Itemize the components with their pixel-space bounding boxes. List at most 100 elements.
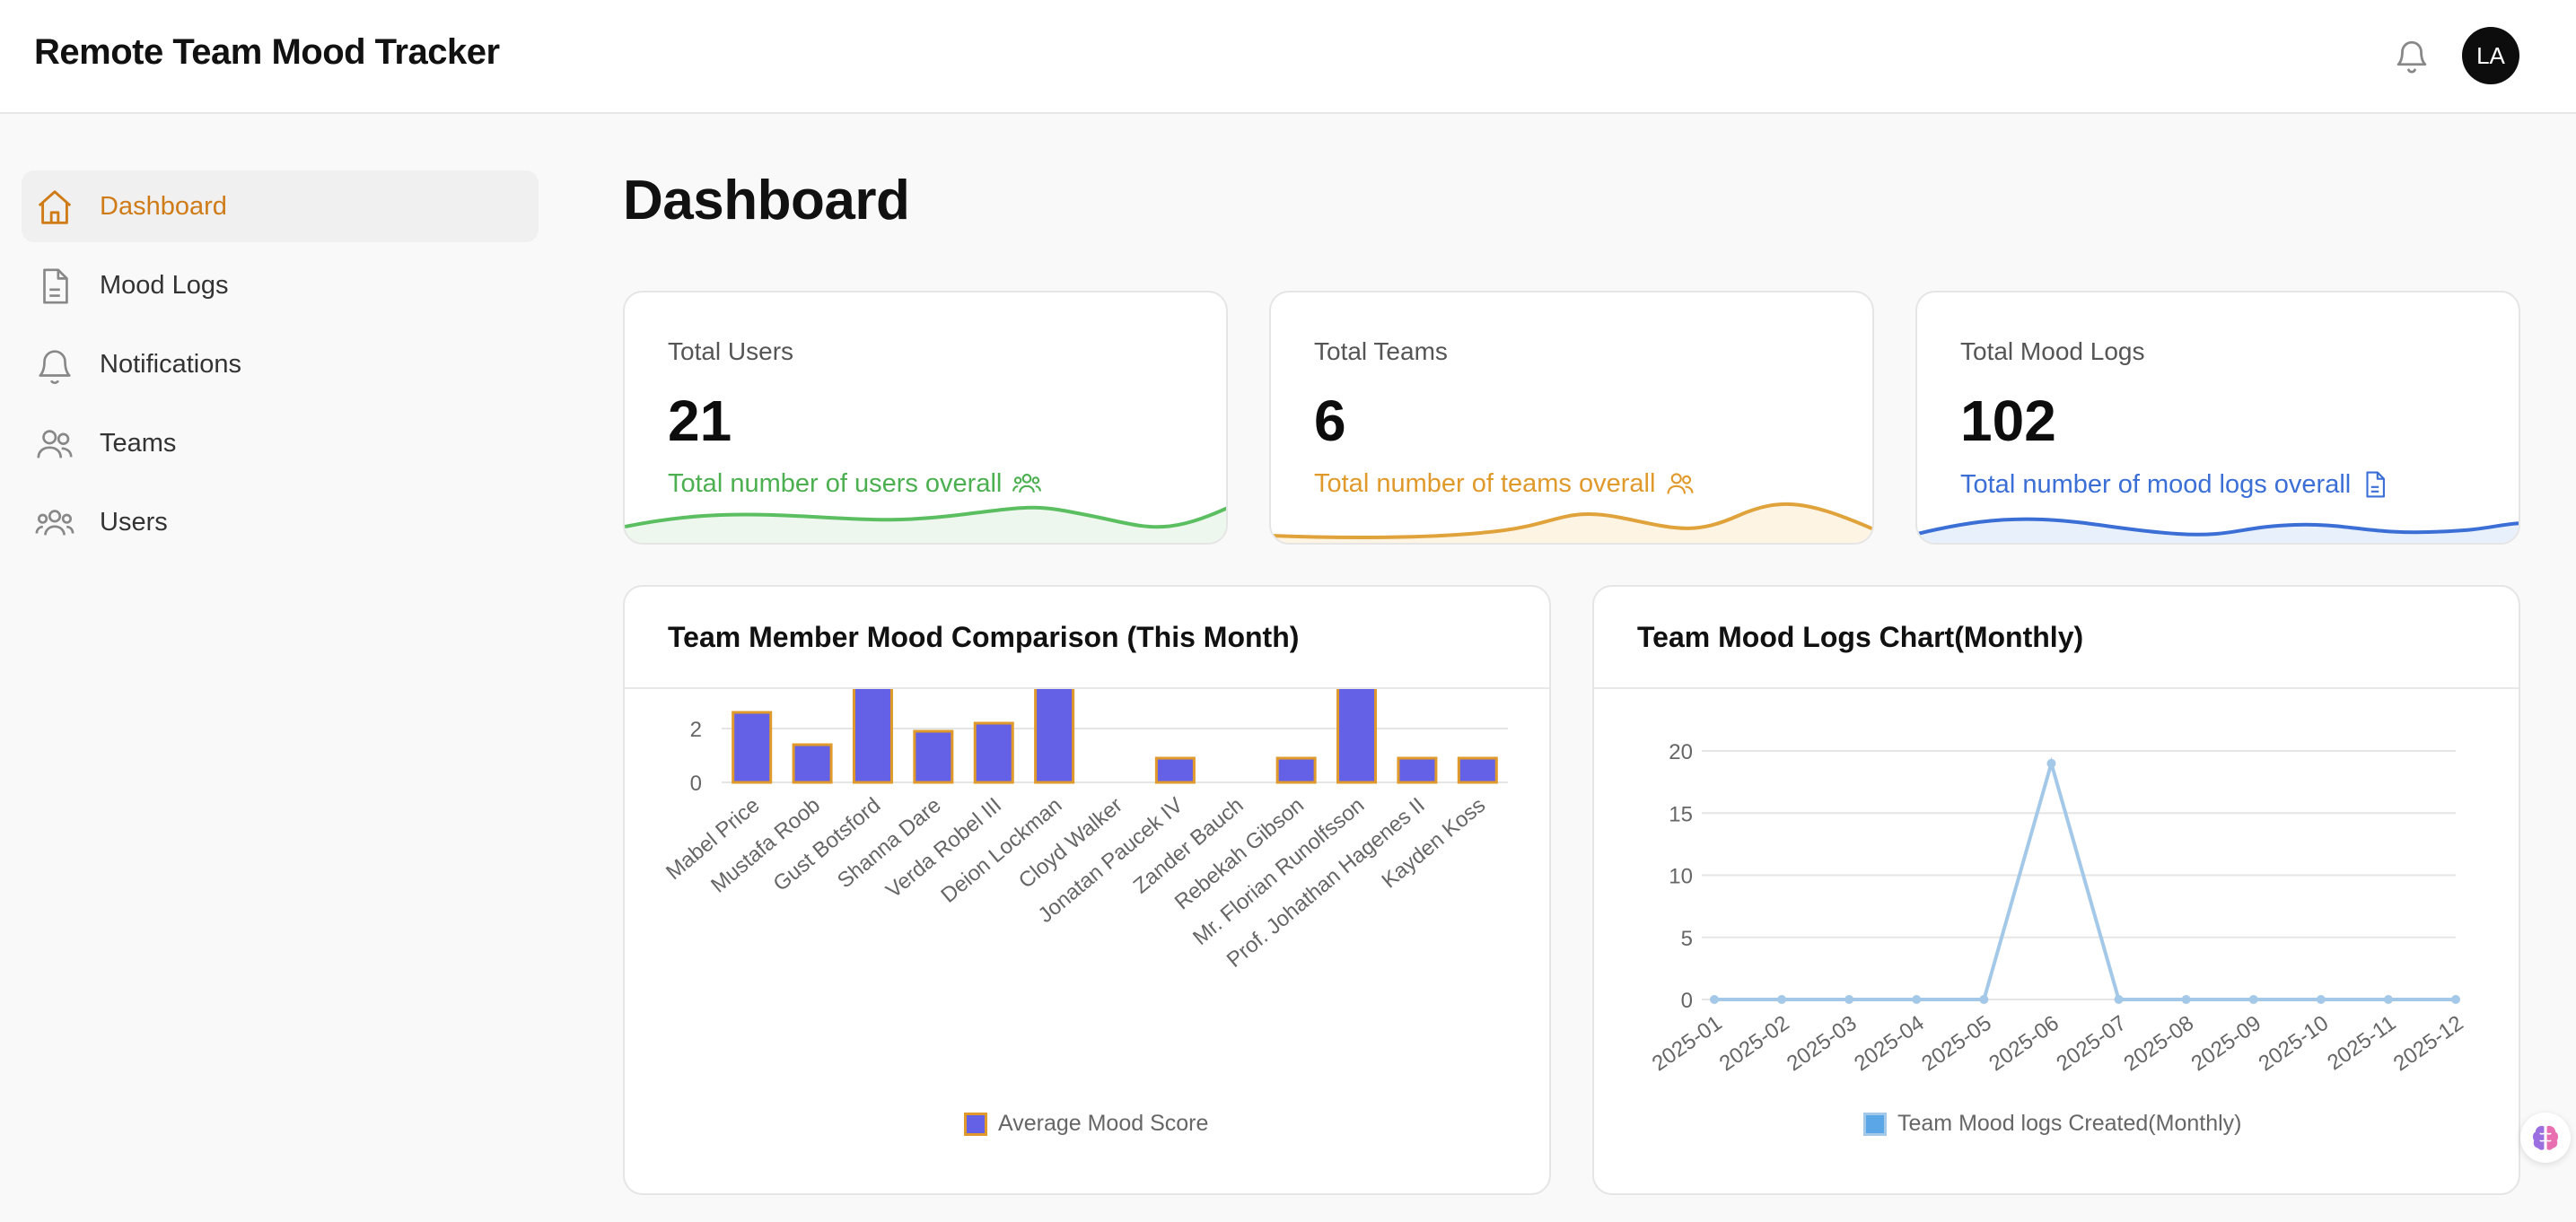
x-tick-label: 2025-06 bbox=[1985, 1011, 2063, 1077]
sidebar-item-label: Dashboard bbox=[100, 191, 227, 221]
x-tick-label: 2025-12 bbox=[2389, 1011, 2468, 1077]
x-tick-label: 2025-10 bbox=[2255, 1011, 2334, 1077]
x-tick-label: Kayden Koss bbox=[1377, 793, 1490, 894]
bar bbox=[1154, 756, 1196, 784]
app-title: Remote Team Mood Tracker bbox=[34, 32, 500, 72]
stat-label: Total Teams bbox=[1314, 337, 1448, 365]
stat-description-text: Total number of users overall bbox=[668, 468, 1003, 498]
legend-label: Average Mood Score bbox=[998, 1111, 1209, 1136]
chart-header: Team Mood Logs Chart(Monthly) bbox=[1594, 587, 2519, 689]
chart-title: Team Mood Logs Chart(Monthly) bbox=[1637, 621, 2084, 653]
data-point bbox=[2383, 995, 2393, 1004]
x-tick-label: 2025-11 bbox=[2323, 1011, 2400, 1076]
bar bbox=[852, 689, 893, 784]
x-tick-label: 2025-03 bbox=[1783, 1011, 1862, 1077]
sidebar-item-label: Teams bbox=[100, 428, 177, 458]
bar bbox=[1457, 756, 1498, 784]
y-tick-label: 0 bbox=[690, 772, 702, 796]
user-group-icon bbox=[1012, 474, 1042, 493]
legend-swatch bbox=[964, 1112, 987, 1136]
stat-card-total-teams: Total Teams 6 Total number of teams over… bbox=[1269, 291, 1874, 545]
chart-legend[interactable]: Average Mood Score bbox=[964, 1111, 1208, 1137]
data-point bbox=[1710, 995, 1719, 1004]
sidebar-item-users[interactable]: Users bbox=[22, 486, 539, 558]
stat-description: Total number of teams overall bbox=[1314, 468, 1696, 499]
x-tick-label: 2025-09 bbox=[2187, 1011, 2266, 1077]
sidebar-item-label: Users bbox=[100, 507, 168, 537]
data-point bbox=[2114, 995, 2124, 1004]
stat-card-total-users: Total Users 21 Total number of users ove… bbox=[623, 291, 1228, 545]
mood-logs-card: Team Mood Logs Chart(Monthly) 0 5 10 15 20 20… bbox=[1592, 585, 2520, 1195]
y-tick-label: 0 bbox=[1681, 989, 1693, 1013]
stat-description: Total number of users overall bbox=[668, 468, 1043, 499]
bar bbox=[913, 729, 954, 784]
bar bbox=[1336, 689, 1378, 784]
data-point bbox=[2046, 758, 2056, 768]
stat-description: Total number of mood logs overall bbox=[1960, 468, 2390, 501]
x-tick-label: 2025-07 bbox=[2052, 1011, 2131, 1077]
home-icon bbox=[38, 190, 72, 224]
series-line bbox=[1714, 756, 2456, 1001]
data-point bbox=[1844, 995, 1854, 1004]
chart-legend[interactable]: Team Mood logs Created(Monthly) bbox=[1863, 1111, 2242, 1137]
sidebar: Dashboard Mood Logs Notifications Teams … bbox=[22, 170, 539, 565]
x-tick-label: 2025-08 bbox=[2119, 1011, 2198, 1077]
x-tick-label: 2025-01 bbox=[1648, 1011, 1727, 1077]
chart-title: Team Member Mood Comparison (This Month) bbox=[668, 621, 1300, 653]
brain-icon bbox=[2532, 1125, 2559, 1150]
x-tick-label: 2025-05 bbox=[1917, 1011, 1996, 1077]
stat-description-text: Total number of mood logs overall bbox=[1960, 469, 2352, 499]
document-icon bbox=[2366, 471, 2386, 498]
chart-header: Team Member Mood Comparison (This Month) bbox=[625, 587, 1549, 689]
y-tick-label: 20 bbox=[1669, 740, 1693, 764]
bar bbox=[1275, 756, 1317, 784]
sidebar-item-mood-logs[interactable]: Mood Logs bbox=[22, 249, 539, 321]
x-tick-label: 2025-02 bbox=[1715, 1011, 1794, 1077]
data-point bbox=[1912, 995, 1922, 1004]
user-group-icon bbox=[35, 510, 74, 536]
bell-icon bbox=[39, 350, 71, 385]
notifications-bell-icon[interactable] bbox=[2393, 36, 2431, 77]
sidebar-item-label: Notifications bbox=[100, 349, 241, 379]
bar bbox=[792, 743, 833, 784]
stat-value: 21 bbox=[668, 388, 732, 453]
mood-comparison-card: Team Member Mood Comparison (This Month)… bbox=[623, 585, 1551, 1195]
data-point bbox=[2248, 995, 2258, 1004]
users-icon bbox=[1667, 473, 1694, 494]
mood-logs-line-chart: 051015202025-012025-022025-032025-042025… bbox=[1648, 740, 2468, 1077]
stat-sparkline bbox=[1917, 517, 2519, 543]
bar bbox=[732, 711, 773, 784]
stat-card-total-mood-logs: Total Mood Logs 102 Total number of mood… bbox=[1915, 291, 2520, 545]
ai-assistant-button[interactable] bbox=[2520, 1113, 2571, 1163]
sidebar-item-teams[interactable]: Teams bbox=[22, 407, 539, 479]
bar bbox=[1397, 756, 1438, 784]
stat-description-text: Total number of teams overall bbox=[1314, 468, 1656, 498]
sidebar-item-label: Mood Logs bbox=[100, 270, 229, 300]
data-point bbox=[1979, 995, 1989, 1004]
page-title: Dashboard bbox=[623, 170, 910, 231]
stat-value: 102 bbox=[1960, 388, 2056, 453]
document-icon bbox=[43, 268, 68, 304]
legend-swatch bbox=[1863, 1112, 1887, 1136]
data-point bbox=[2181, 995, 2191, 1004]
y-tick-label: 5 bbox=[1681, 927, 1693, 951]
data-point bbox=[2316, 995, 2326, 1004]
y-tick-label: 2 bbox=[690, 718, 702, 742]
sidebar-item-dashboard[interactable]: Dashboard bbox=[22, 170, 539, 242]
y-tick-label: 10 bbox=[1669, 865, 1693, 889]
users-icon bbox=[37, 430, 73, 458]
sidebar-item-notifications[interactable]: Notifications bbox=[22, 328, 539, 400]
bar bbox=[973, 721, 1014, 784]
user-avatar[interactable]: LA bbox=[2462, 27, 2519, 84]
stat-label: Total Users bbox=[668, 337, 794, 365]
data-point bbox=[2451, 995, 2460, 1004]
stat-sparkline bbox=[625, 505, 1226, 543]
data-point bbox=[1777, 995, 1787, 1004]
stat-value: 6 bbox=[1314, 388, 1346, 453]
legend-label: Team Mood logs Created(Monthly) bbox=[1897, 1111, 2242, 1136]
stat-label: Total Mood Logs bbox=[1960, 337, 2145, 365]
stat-sparkline bbox=[1271, 502, 1872, 543]
x-tick-label: 2025-04 bbox=[1850, 1011, 1929, 1077]
bar bbox=[1034, 689, 1075, 784]
